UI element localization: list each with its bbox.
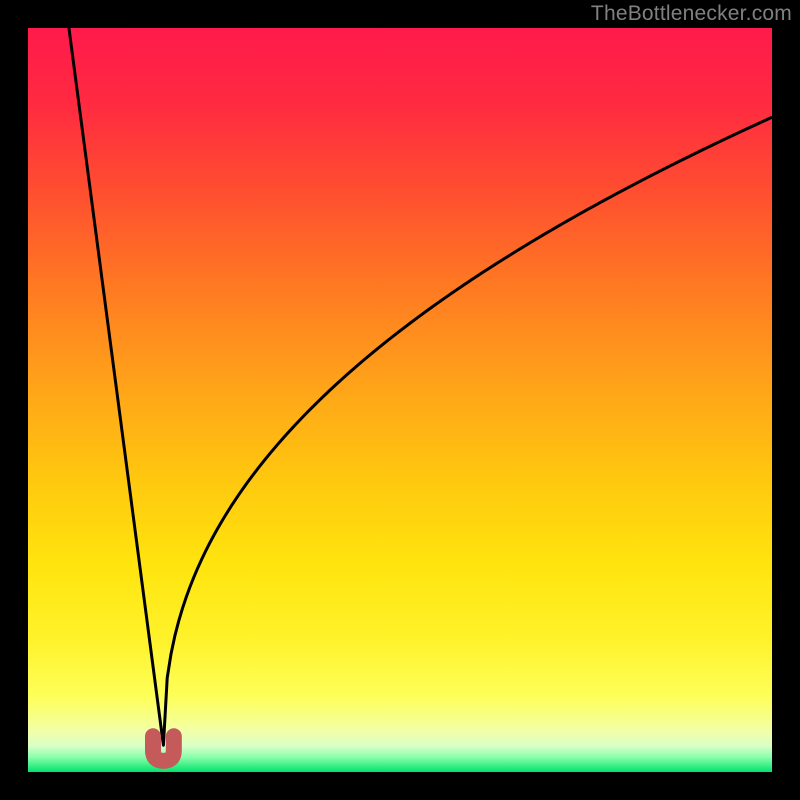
chart-container: TheBottlenecker.com — [0, 0, 800, 800]
watermark-text: TheBottlenecker.com — [591, 2, 792, 26]
plot-area — [28, 28, 772, 772]
bottleneck-chart — [0, 0, 800, 800]
